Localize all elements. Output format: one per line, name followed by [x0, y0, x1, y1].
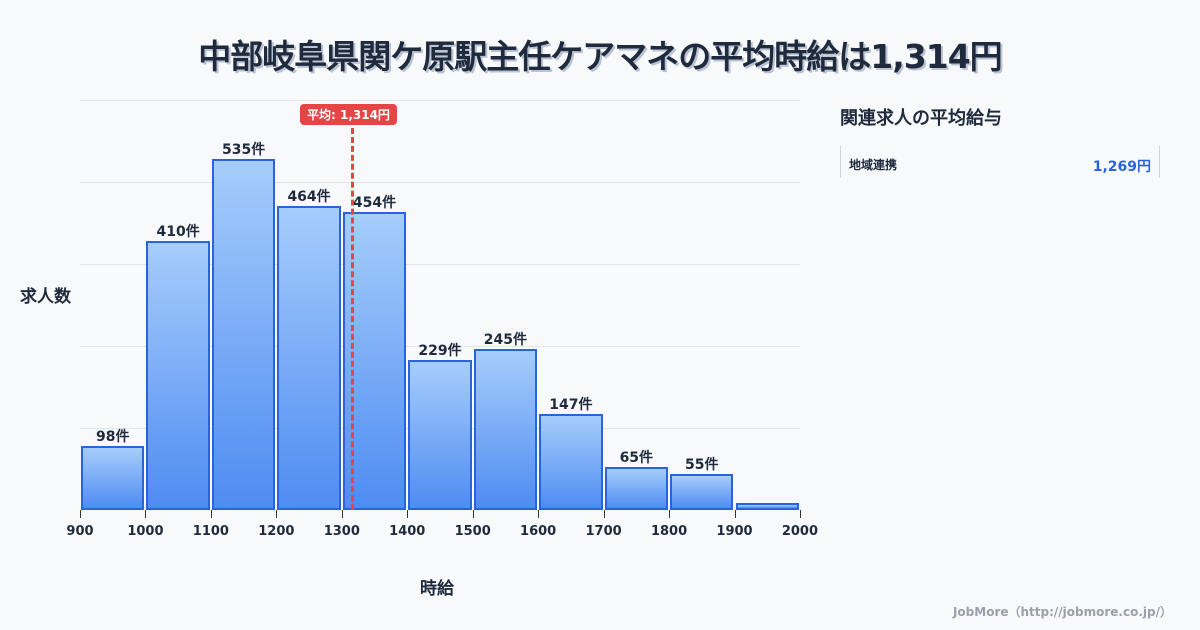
bar-value-label: 229件	[418, 342, 462, 359]
bar-value-label: 454件	[352, 195, 397, 212]
average-badge: 平均: 1,314円	[300, 104, 397, 125]
bar-value-label: 410件	[156, 224, 200, 241]
x-tick	[80, 510, 81, 518]
gridline	[80, 346, 800, 347]
histogram-bar	[408, 359, 472, 510]
histogram-bar	[473, 349, 538, 510]
gridline	[80, 100, 800, 101]
x-tick	[145, 510, 147, 518]
histogram-bar	[211, 159, 276, 510]
x-tick-label: 1600	[520, 524, 557, 539]
x-tick-label: 900	[66, 524, 94, 539]
x-tick-label: 2000	[781, 524, 819, 539]
x-tick-label: 1100	[192, 524, 229, 539]
footer-credit: JobMore（http://jobmore.co.jp/）	[952, 605, 1172, 619]
histogram-bar	[277, 205, 341, 510]
x-tick-label: 1300	[323, 524, 360, 539]
x-tick	[799, 510, 801, 518]
x-axis-label: 時給	[420, 579, 454, 599]
x-tick-label: 1000	[127, 524, 164, 539]
x-tick	[603, 510, 605, 518]
x-tick	[276, 510, 278, 518]
x-tick	[669, 510, 671, 518]
x-tick	[341, 510, 343, 518]
bar-value-label: 245件	[483, 332, 528, 349]
bar-value-label: 65件	[619, 450, 654, 467]
x-tick-label: 1200	[258, 524, 295, 539]
bar-value-label: 147件	[549, 396, 593, 413]
histogram-bar	[81, 445, 145, 510]
y-axis-label: 求人数	[20, 287, 71, 307]
x-tick-label: 1400	[389, 524, 426, 539]
bar-value-label: 464件	[287, 188, 331, 205]
gridline	[80, 264, 800, 265]
related-salary-row: 地域連携 1,269円	[840, 146, 1160, 178]
related-job-value: 1,269円	[1092, 159, 1151, 175]
x-tick-label: 1800	[650, 524, 688, 539]
x-tick	[538, 510, 540, 518]
x-tick-label: 1900	[716, 524, 753, 539]
x-tick-label: 1700	[585, 524, 622, 539]
page-title: 中部岐阜県関ケ原駅主任ケアマネの平均時給は1,314円	[198, 37, 1002, 76]
histogram-chart: 98件 410件 535件 464件 454件 229件 245件 147件 65件 55件 90…	[20, 100, 818, 599]
gridline	[80, 182, 800, 183]
bar-value-label: 55件	[685, 456, 719, 473]
x-tick-label: 1500	[454, 524, 491, 539]
average-line	[351, 128, 354, 510]
related-salary-title: 関連求人の平均給与	[840, 108, 1002, 129]
histogram-bar	[539, 413, 603, 510]
histogram-bar	[604, 467, 669, 510]
related-job-label: 地域連携	[849, 158, 898, 172]
x-tick	[472, 510, 474, 518]
x-tick	[407, 510, 409, 518]
x-tick	[734, 510, 736, 518]
x-tick	[210, 510, 212, 518]
histogram-bar	[146, 241, 210, 510]
bar-value-label: 98件	[95, 428, 130, 445]
histogram-bar	[670, 473, 734, 510]
bar-value-label: 535件	[222, 142, 266, 159]
histogram-bar	[735, 502, 799, 510]
